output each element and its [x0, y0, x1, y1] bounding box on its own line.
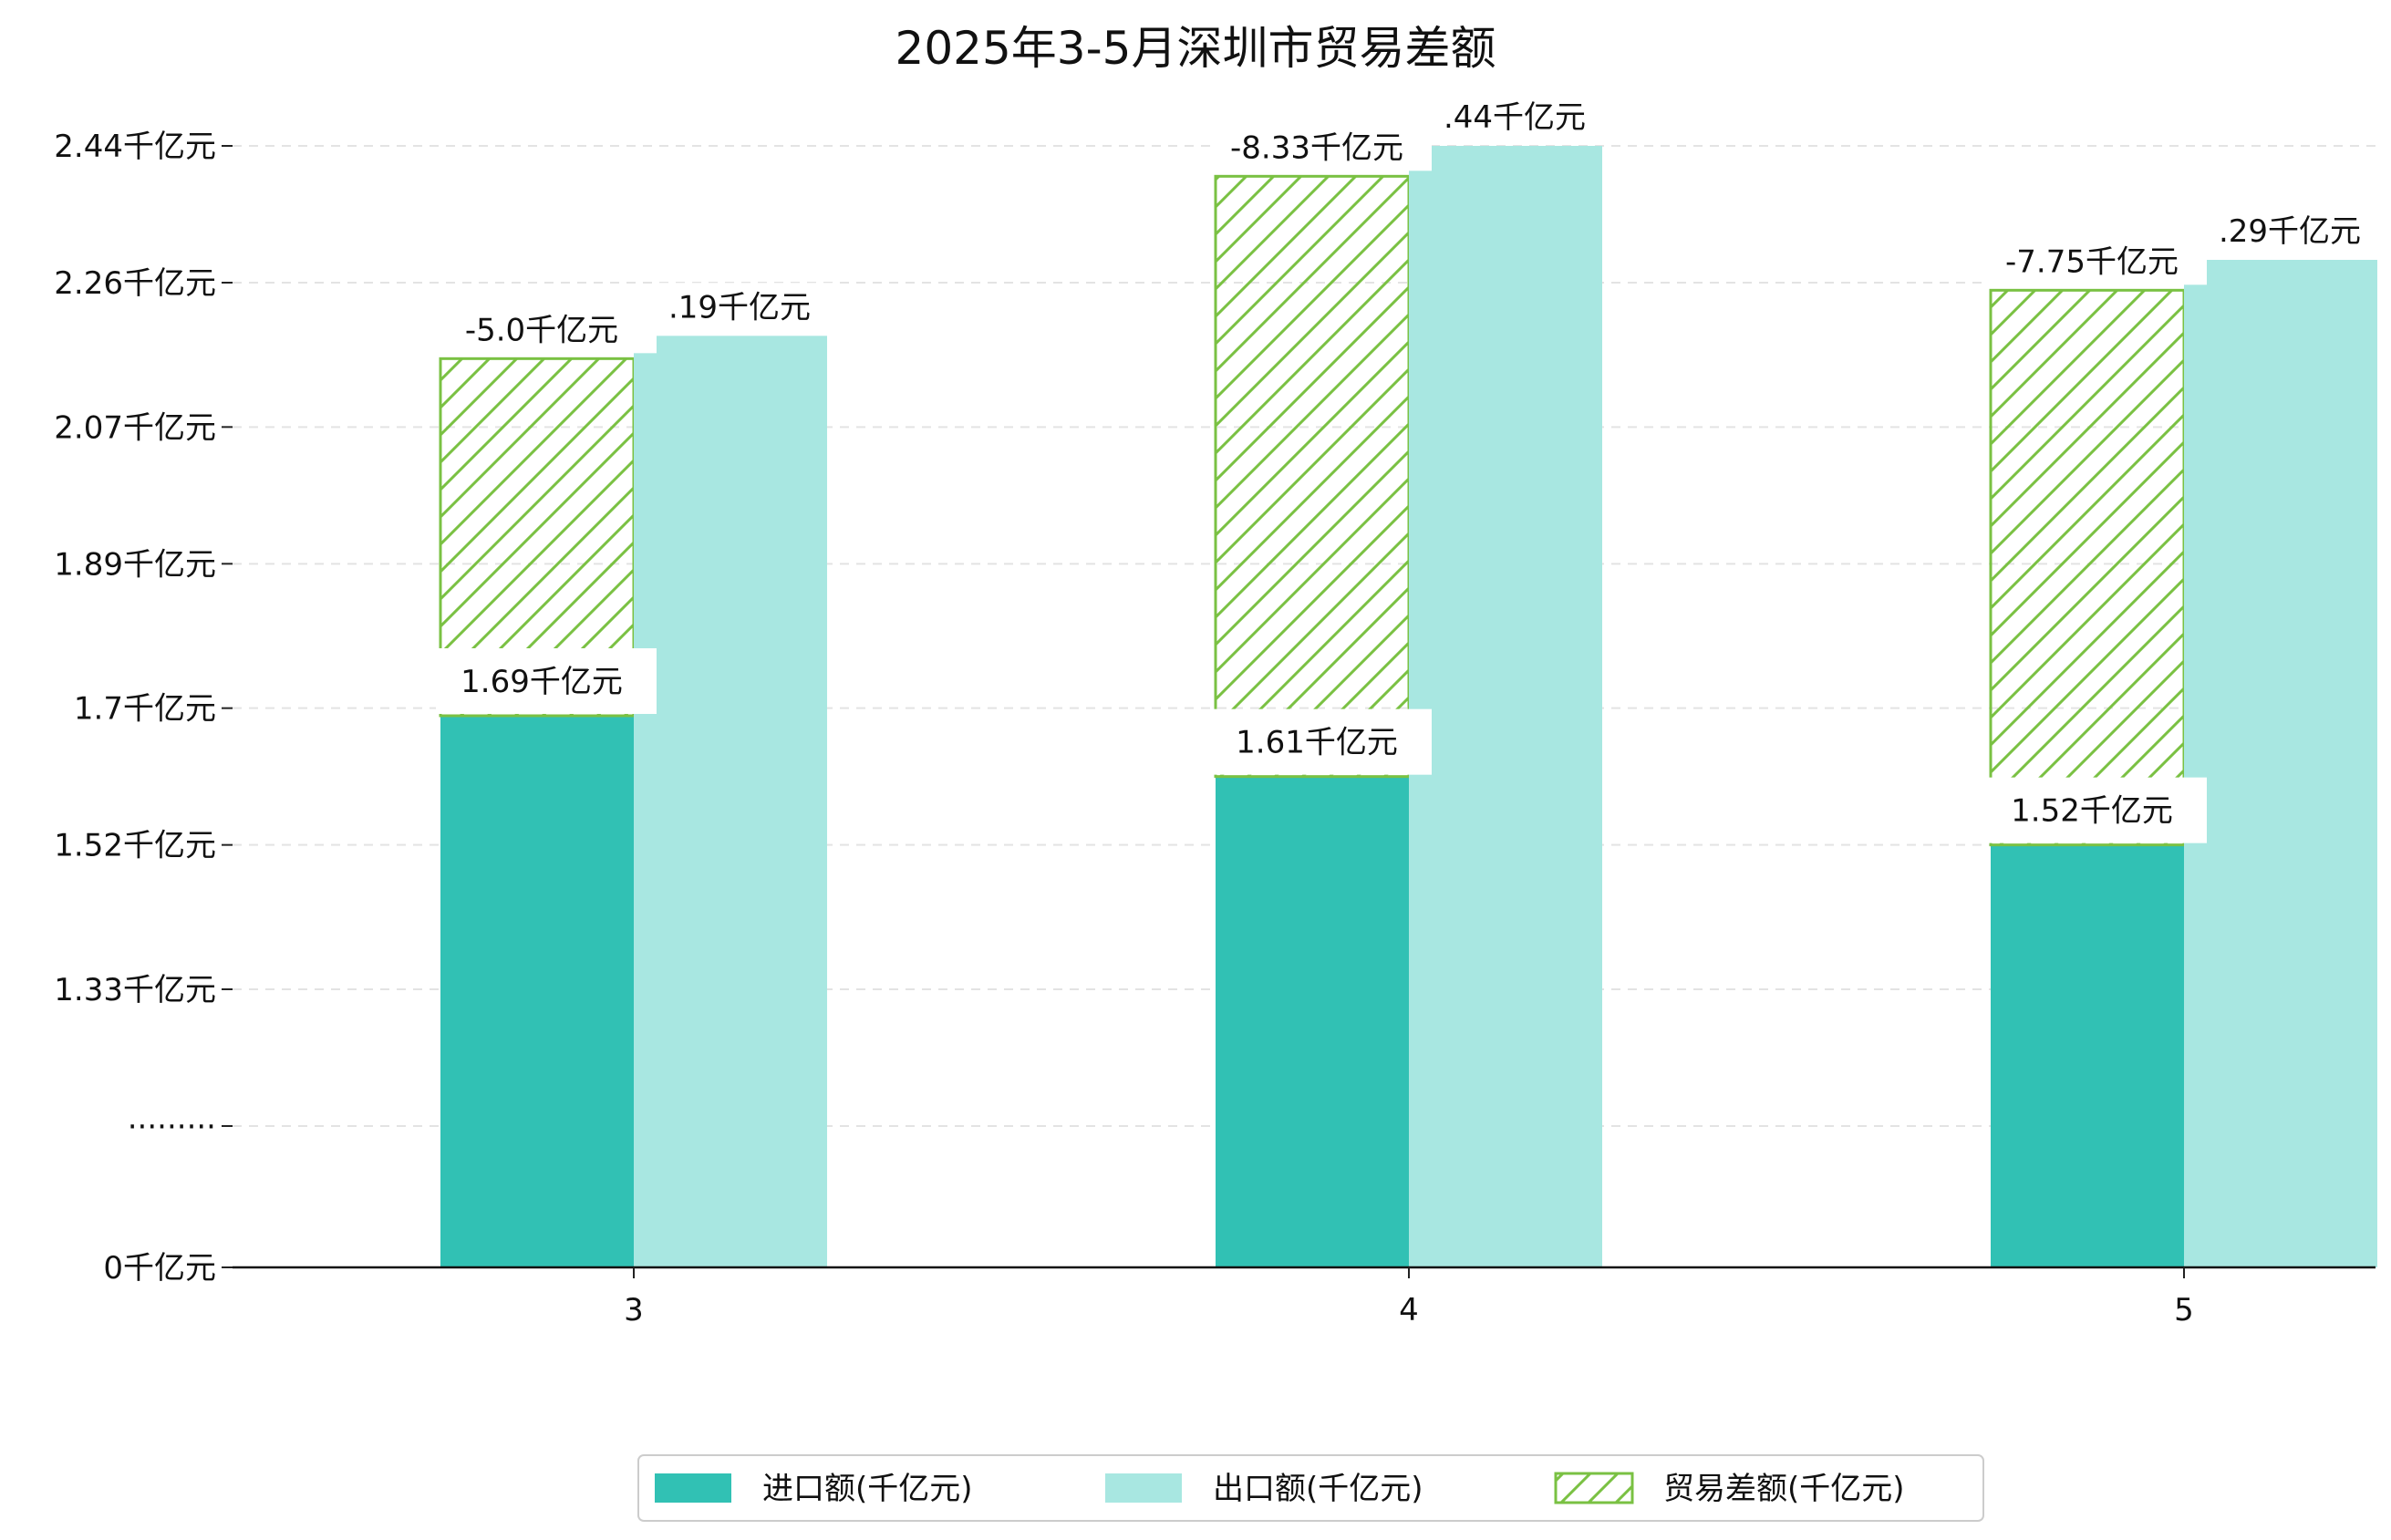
y-tick-label: 1.33千亿元 [54, 972, 216, 1008]
y-tick-label: ········· [128, 1109, 216, 1145]
export-data-label: .29千亿元 [2219, 213, 2361, 250]
legend-balance-label: 贸易差额(千亿元) [1663, 1471, 1905, 1507]
import-label-bg [436, 648, 657, 714]
export-bar [2184, 260, 2377, 1267]
y-tick-label: 0千亿元 [103, 1250, 216, 1287]
y-tick-label: 2.26千亿元 [54, 265, 216, 302]
import-data-label: 1.61千亿元 [1236, 725, 1398, 761]
y-tick-label: 1.7千亿元 [74, 691, 216, 728]
y-tick-label: 2.44千亿元 [54, 129, 216, 165]
legend-export-label: 出口额(千亿元) [1213, 1471, 1423, 1507]
x-tick-label: 3 [624, 1292, 644, 1328]
balance-data-label: -7.75千亿元 [2005, 243, 2179, 280]
balance-label-bg [436, 304, 657, 354]
legend-import-swatch [655, 1473, 731, 1503]
export-bar [634, 336, 827, 1267]
x-tick-label: 4 [1399, 1292, 1419, 1328]
export-label-bg [1427, 93, 1611, 140]
export-label-bg [2202, 207, 2386, 254]
import-bar [440, 716, 634, 1267]
import-label-bg [1211, 708, 1432, 775]
axes: 0千亿元 ········· 1.33千亿元 1.52千亿元 1.7千亿元 1.89千亿元… [54, 129, 2375, 1328]
import-bar [1216, 776, 1409, 1267]
y-tick-label: 1.89千亿元 [54, 546, 216, 583]
import-label-bg [1986, 777, 2207, 843]
legend-import-label: 进口额(千亿元) [762, 1471, 973, 1507]
x-tick-label: 5 [2174, 1292, 2194, 1328]
export-bar [1409, 146, 1602, 1267]
y-tick-label: 1.52千亿元 [54, 828, 216, 864]
balance-data-label: -8.33千亿元 [1230, 129, 1403, 166]
export-label-bg [652, 283, 836, 331]
export-data-label: .44千亿元 [1444, 99, 1586, 136]
balance-data-label: -5.0千亿元 [465, 312, 618, 348]
balance-bar [1214, 174, 1411, 779]
y-tick-label: 2.07千亿元 [54, 409, 216, 446]
import-data-label: 1.69千亿元 [461, 664, 623, 700]
export-data-label: .19千亿元 [668, 289, 811, 326]
import-bar [1991, 844, 2184, 1267]
legend: 进口额(千亿元) 出口额(千亿元) 贸易差额(千亿元) [637, 1454, 1984, 1522]
legend-balance-swatch [1554, 1472, 1634, 1504]
balance-bar [1989, 288, 2186, 847]
import-data-label: 1.52千亿元 [2011, 793, 2173, 830]
legend-export-swatch [1105, 1473, 1182, 1503]
bars [439, 146, 2377, 1267]
legend-box [637, 1454, 1984, 1522]
chart-title: 2025年3-5月深圳市贸易差额 [895, 22, 1496, 75]
data-labels: .19千亿元 -5.0千亿元 1.69千亿元 .44千亿元 -8.33千亿元 1.61千亿… [436, 93, 2386, 843]
balance-label-bg [1211, 121, 1432, 171]
balance-label-bg [1986, 235, 2207, 285]
